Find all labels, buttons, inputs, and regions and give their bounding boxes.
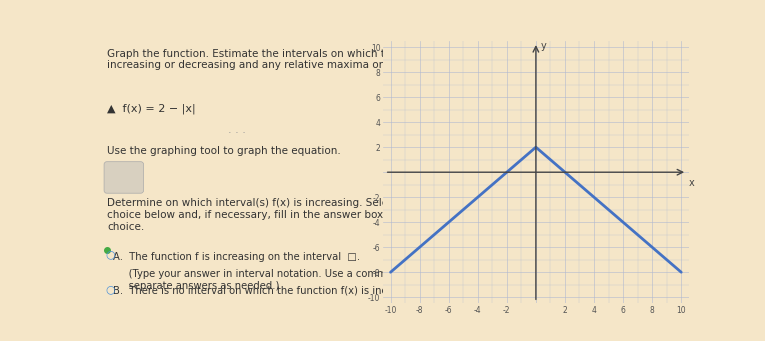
Text: ▲  f(x) = 2 − |x|: ▲ f(x) = 2 − |x| xyxy=(107,104,196,115)
Text: B.  There is no interval on which the function f(x) is increasing: B. There is no interval on which the fun… xyxy=(112,286,424,296)
Text: x: x xyxy=(688,178,695,189)
Text: Graph the function. Estimate the intervals on which the function is
increasing o: Graph the function. Estimate the interva… xyxy=(107,49,456,70)
Text: y: y xyxy=(540,41,546,51)
Text: Use the graphing tool to graph the equation.: Use the graphing tool to graph the equat… xyxy=(107,146,340,156)
Text: ○: ○ xyxy=(106,250,116,260)
FancyBboxPatch shape xyxy=(104,162,144,193)
Text: ○: ○ xyxy=(106,284,116,294)
Text: · · ·: · · · xyxy=(227,128,246,137)
Text: A.  The function f is increasing on the interval  □.: A. The function f is increasing on the i… xyxy=(112,252,360,262)
Text: (Type your answer in interval notation. Use a comma to
     separate answers as : (Type your answer in interval notation. … xyxy=(112,269,405,291)
Text: Determine on which interval(s) f(x) is increasing. Select the correct
choice bel: Determine on which interval(s) f(x) is i… xyxy=(107,198,476,232)
